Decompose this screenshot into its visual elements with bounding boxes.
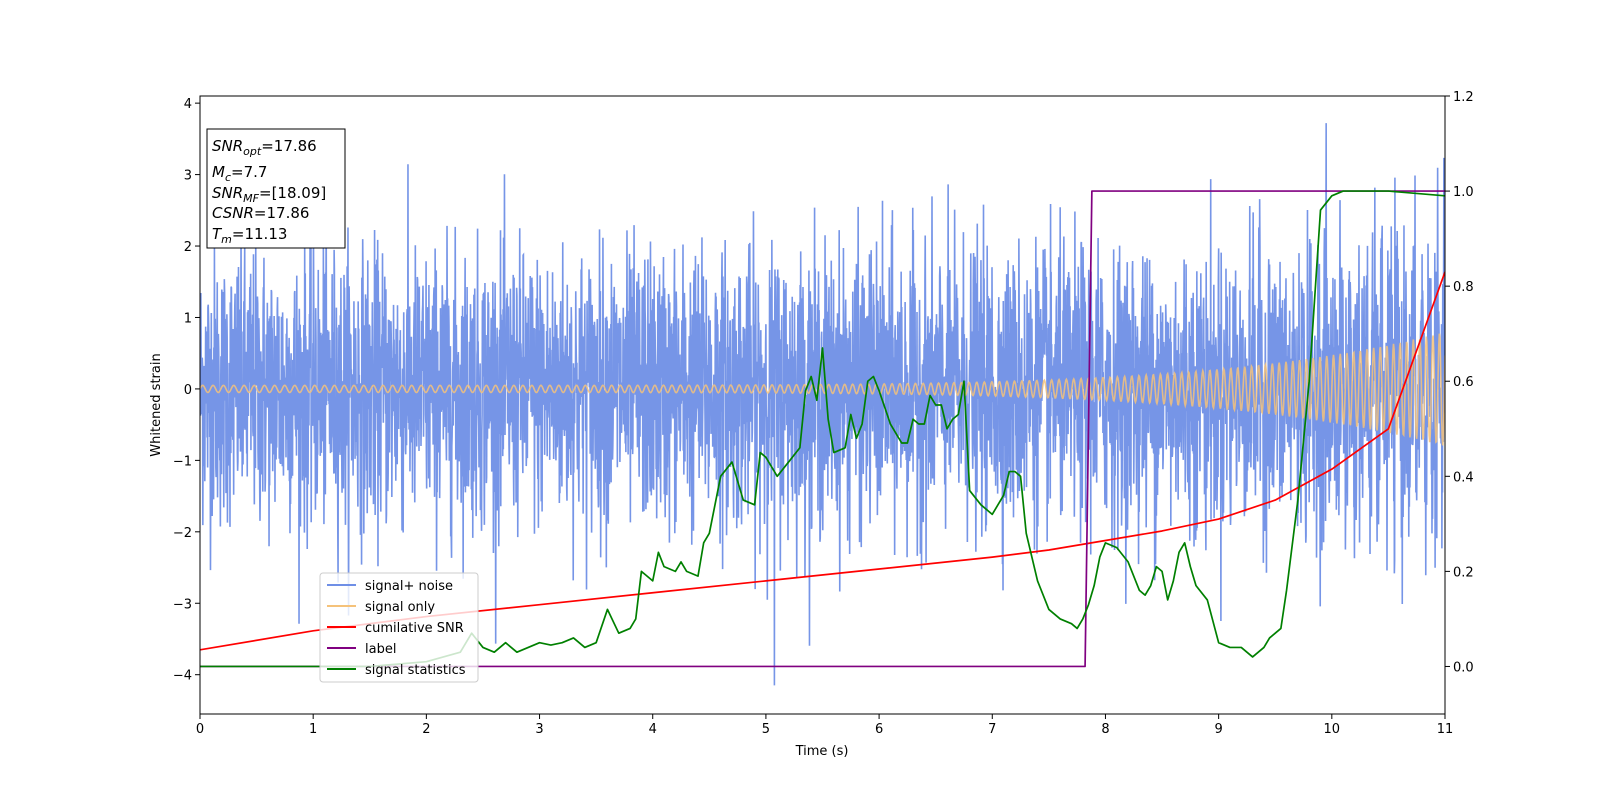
y-right-tick-label: 0.2 bbox=[1453, 565, 1474, 580]
x-tick-label: 8 bbox=[1101, 722, 1109, 737]
annotation-csnr: CSNR=17.86 bbox=[212, 204, 309, 222]
legend-label-label: label bbox=[365, 642, 396, 657]
x-tick-label: 9 bbox=[1214, 722, 1222, 737]
annotation-csnr-value: =17.86 bbox=[254, 204, 310, 222]
plot-area bbox=[200, 123, 1445, 686]
y-right-tick-label: 0.4 bbox=[1453, 470, 1474, 485]
x-axis: 0 1 2 3 4 5 6 7 8 9 10 11 bbox=[196, 714, 1453, 737]
y-axis-left-label: Whitened strain bbox=[149, 353, 164, 456]
annotation-snr-mf-base: SNR bbox=[212, 184, 243, 202]
annotation-mc-sub: c bbox=[225, 171, 231, 184]
y-left-tick-label: 0 bbox=[184, 383, 192, 398]
annotation-tm-sub: m bbox=[221, 233, 232, 246]
legend-label-signal-noise: signal+ noise bbox=[365, 579, 453, 594]
annotation-tm-base: T bbox=[212, 225, 223, 243]
legend-frame bbox=[319, 572, 479, 683]
legend-label-signal-only: signal only bbox=[365, 600, 435, 615]
annotation-tm-value: =11.13 bbox=[232, 225, 288, 243]
x-tick-label: 7 bbox=[988, 722, 996, 737]
y-left-tick-label: −3 bbox=[173, 597, 192, 612]
y-right-tick-label: 1.2 bbox=[1453, 90, 1474, 105]
annotation-tm: Tm=11.13 bbox=[212, 225, 287, 246]
series-signal-noise-line bbox=[200, 123, 1445, 686]
y-right-tick-label: 0.6 bbox=[1453, 375, 1474, 390]
y-left-tick-label: −2 bbox=[173, 526, 192, 541]
x-tick-label: 2 bbox=[422, 722, 430, 737]
x-axis-label: Time (s) bbox=[795, 744, 849, 759]
x-tick-label: 11 bbox=[1437, 722, 1454, 737]
x-tick-label: 10 bbox=[1324, 722, 1341, 737]
annotation-mc-base: M bbox=[212, 163, 225, 181]
legend-label-signal-statistics: signal statistics bbox=[365, 663, 466, 678]
series-signal-statistics-line bbox=[200, 190, 1445, 668]
y-left-tick-label: −4 bbox=[173, 669, 192, 684]
y-right-tick-label: 0.8 bbox=[1453, 280, 1474, 295]
y-axis-right: 0.0 0.2 0.4 0.6 0.8 1.0 1.2 bbox=[1445, 90, 1474, 675]
series-cumulative-snr-line bbox=[200, 271, 1445, 651]
y-axis-left: −4 −3 −2 −1 0 1 2 3 4 bbox=[173, 97, 200, 684]
annotation-frame bbox=[206, 128, 346, 249]
annotation-snr-mf-sub: MF bbox=[243, 192, 259, 205]
annotation-mc-value: =7.7 bbox=[231, 163, 267, 181]
annotation-box: SNRopt=17.86 Mc=7.7 SNRMF=[18.09] CSNR=1… bbox=[206, 128, 346, 249]
y-right-tick-label: 0.0 bbox=[1453, 660, 1474, 675]
x-tick-label: 0 bbox=[196, 722, 204, 737]
x-tick-label: 6 bbox=[875, 722, 883, 737]
x-tick-label: 1 bbox=[309, 722, 317, 737]
x-tick-label: 5 bbox=[762, 722, 770, 737]
annotation-mc: Mc=7.7 bbox=[212, 163, 267, 184]
annotation-snr-opt-sub: opt bbox=[243, 145, 262, 158]
series-signal-only-line bbox=[200, 333, 1445, 446]
plot-frame bbox=[199, 95, 1446, 715]
series-layer bbox=[200, 123, 1445, 686]
annotation-snr-opt-value: =17.86 bbox=[261, 137, 317, 155]
y-right-tick-label: 1.0 bbox=[1453, 185, 1474, 200]
x-tick-label: 4 bbox=[649, 722, 657, 737]
y-left-tick-label: 3 bbox=[184, 169, 192, 184]
y-left-tick-label: 4 bbox=[184, 97, 192, 112]
x-tick-label: 3 bbox=[535, 722, 543, 737]
annotation-snr-mf: SNRMF=[18.09] bbox=[212, 184, 326, 205]
legend-label-cumulative-snr: cumilative SNR bbox=[365, 621, 464, 636]
y-left-tick-label: 1 bbox=[184, 311, 192, 326]
y-left-tick-label: 2 bbox=[184, 240, 192, 255]
y-left-tick-label: −1 bbox=[173, 454, 192, 469]
annotation-csnr-base: CSNR bbox=[212, 204, 254, 222]
legend: signal+ noise signal only cumilative SNR… bbox=[319, 572, 479, 683]
annotation-snr-opt-base: SNR bbox=[212, 137, 243, 155]
annotation-snr-mf-value: =[18.09] bbox=[259, 184, 326, 202]
annotation-snr-opt: SNRopt=17.86 bbox=[212, 137, 317, 158]
series-label-line bbox=[200, 190, 1445, 668]
